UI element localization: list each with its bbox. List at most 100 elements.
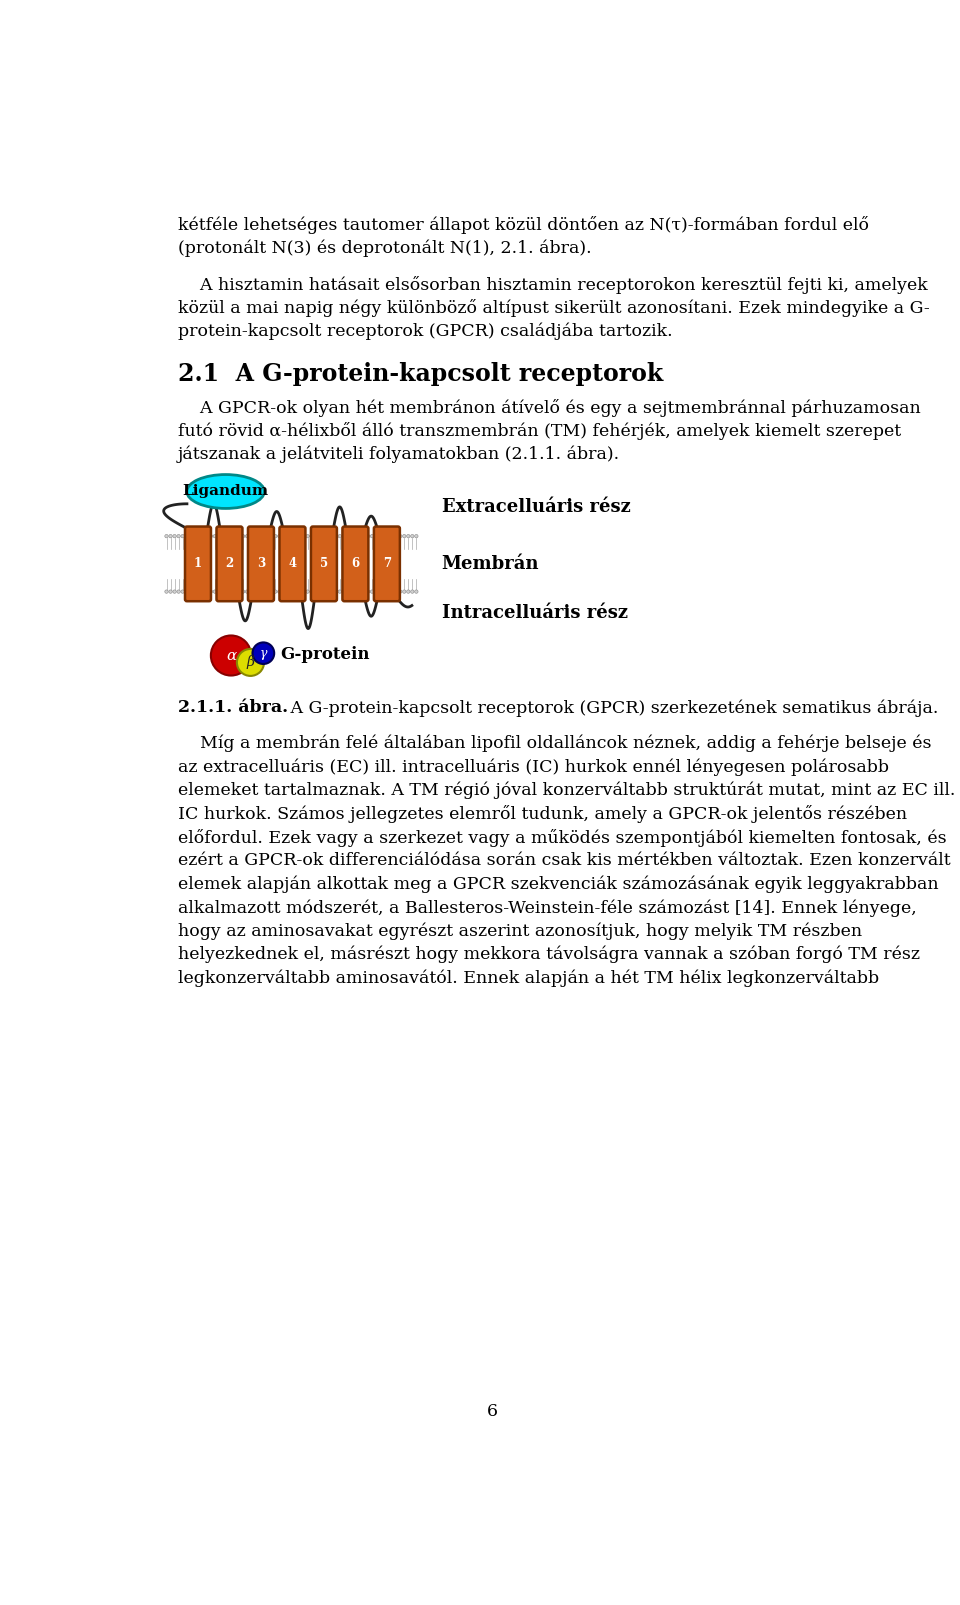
Circle shape [382, 591, 386, 594]
Circle shape [391, 534, 394, 538]
Text: 2: 2 [226, 557, 233, 570]
Text: 3: 3 [257, 557, 265, 570]
Circle shape [326, 591, 329, 594]
Circle shape [177, 591, 180, 594]
Circle shape [211, 636, 252, 676]
Circle shape [205, 591, 208, 594]
Text: kétféle lehetséges tautomer állapot közül döntően az N(τ)-formában fordul elő: kétféle lehetséges tautomer állapot közü… [179, 215, 869, 234]
Circle shape [294, 534, 298, 538]
Circle shape [250, 591, 252, 594]
Circle shape [298, 534, 301, 538]
Circle shape [237, 591, 241, 594]
Text: α: α [226, 648, 236, 663]
Circle shape [277, 591, 281, 594]
Circle shape [185, 534, 188, 538]
Circle shape [197, 591, 201, 594]
Text: A GPCR-ok olyan hét membránon átívelő és egy a sejtmembránnal párhuzamosan: A GPCR-ok olyan hét membránon átívelő és… [179, 400, 921, 417]
FancyBboxPatch shape [248, 526, 274, 602]
Circle shape [354, 591, 358, 594]
Circle shape [246, 534, 249, 538]
Circle shape [233, 591, 237, 594]
Circle shape [395, 591, 397, 594]
Circle shape [221, 534, 225, 538]
Circle shape [217, 591, 221, 594]
Text: elemek alapján alkottak meg a GPCR szekvenciák számozásának egyik leggyakrabban: elemek alapján alkottak meg a GPCR szekv… [179, 876, 939, 892]
Circle shape [374, 591, 378, 594]
Circle shape [266, 534, 269, 538]
FancyBboxPatch shape [279, 526, 305, 602]
Circle shape [326, 534, 329, 538]
Circle shape [277, 534, 281, 538]
Circle shape [229, 591, 232, 594]
Circle shape [290, 534, 293, 538]
Circle shape [395, 534, 397, 538]
Circle shape [306, 534, 309, 538]
Circle shape [382, 534, 386, 538]
Circle shape [257, 591, 261, 594]
FancyBboxPatch shape [185, 526, 211, 602]
Circle shape [407, 591, 410, 594]
Text: ezért a GPCR-ok differenciálódása során csak kis mértékben változtak. Ezen konze: ezért a GPCR-ok differenciálódása során … [179, 852, 950, 868]
Circle shape [209, 591, 212, 594]
Text: alkalmazott módszerét, a Ballesteros-Weinstein-féle számozást [14]. Ennek lényeg: alkalmazott módszerét, a Ballesteros-Wei… [179, 899, 917, 916]
Circle shape [253, 534, 257, 538]
Circle shape [398, 534, 402, 538]
Circle shape [209, 534, 212, 538]
Text: elemeket tartalmaznak. A TM régió jóval konzerváltabb struktúrát mutat, mint az : elemeket tartalmaznak. A TM régió jóval … [179, 782, 955, 799]
Circle shape [330, 534, 333, 538]
Circle shape [201, 591, 204, 594]
Circle shape [358, 534, 362, 538]
Circle shape [367, 534, 370, 538]
Text: 4: 4 [288, 557, 297, 570]
Circle shape [177, 534, 180, 538]
Ellipse shape [187, 475, 264, 509]
Circle shape [261, 591, 265, 594]
Circle shape [286, 591, 289, 594]
Circle shape [402, 591, 406, 594]
Circle shape [169, 591, 172, 594]
Circle shape [354, 534, 358, 538]
Circle shape [229, 534, 232, 538]
Text: közül a mai napig négy különböző altípust sikerült azonosítani. Ezek mindegyike : közül a mai napig négy különböző altípus… [179, 299, 930, 318]
Circle shape [362, 534, 366, 538]
Circle shape [241, 534, 245, 538]
Circle shape [371, 591, 373, 594]
Circle shape [306, 591, 309, 594]
Circle shape [205, 534, 208, 538]
Circle shape [165, 591, 168, 594]
Circle shape [387, 591, 390, 594]
Circle shape [189, 534, 192, 538]
Text: G-protein: G-protein [280, 647, 370, 663]
Text: A G-protein-kapcsolt receptorok (GPCR) szerkezetének sematikus ábrája.: A G-protein-kapcsolt receptorok (GPCR) s… [285, 700, 939, 717]
Text: γ: γ [259, 647, 267, 660]
Circle shape [233, 534, 237, 538]
Circle shape [226, 591, 228, 594]
Circle shape [398, 591, 402, 594]
Circle shape [301, 534, 305, 538]
Circle shape [322, 591, 325, 594]
Text: előfordul. Ezek vagy a szerkezet vagy a működés szempontjából kiemelten fontosak: előfordul. Ezek vagy a szerkezet vagy a … [179, 828, 947, 846]
Circle shape [213, 591, 217, 594]
Circle shape [261, 534, 265, 538]
Text: az extracelluáris (EC) ill. intracelluáris (IC) hurkok ennél lényegesen polárosa: az extracelluáris (EC) ill. intracelluár… [179, 758, 889, 775]
Text: Membrán: Membrán [442, 555, 540, 573]
Circle shape [281, 534, 285, 538]
Circle shape [294, 591, 298, 594]
Text: 5: 5 [320, 557, 328, 570]
Circle shape [290, 591, 293, 594]
Text: 1: 1 [194, 557, 202, 570]
Circle shape [350, 534, 353, 538]
Circle shape [197, 534, 201, 538]
Circle shape [411, 591, 414, 594]
Text: protein-kapcsolt receptorok (GPCR) családjába tartozik.: protein-kapcsolt receptorok (GPCR) csalá… [179, 323, 673, 340]
Text: Míg a membrán felé általában lipofil oldalláncok néznek, addig a fehérje belseje: Míg a membrán felé általában lipofil old… [179, 735, 931, 753]
Circle shape [378, 534, 382, 538]
Circle shape [362, 591, 366, 594]
Text: Extracelluáris rész: Extracelluáris rész [442, 498, 631, 515]
Circle shape [402, 534, 406, 538]
Circle shape [322, 534, 325, 538]
Circle shape [241, 591, 245, 594]
Text: Intracelluáris rész: Intracelluáris rész [442, 603, 628, 623]
Circle shape [246, 591, 249, 594]
Circle shape [237, 648, 264, 676]
